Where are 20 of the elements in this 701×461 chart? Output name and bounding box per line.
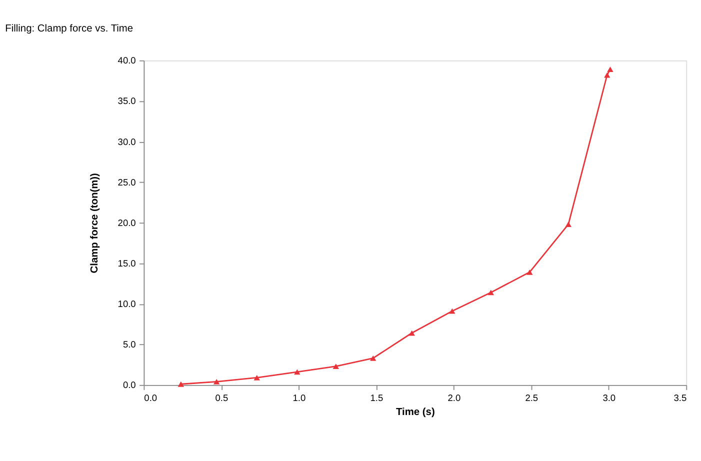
- chart-title: Filling: Clamp force vs. Time: [5, 24, 134, 35]
- y-tick-label: 20.0: [118, 218, 136, 228]
- x-tick-label: 3.5: [674, 393, 687, 404]
- x-axis-title: Time (s): [396, 407, 435, 418]
- y-axis-title: Clamp force (ton(m)): [89, 173, 100, 274]
- x-tick-label: 1.0: [292, 393, 306, 404]
- y-tick-label: 25.0: [118, 177, 136, 188]
- x-tick-label: 2.0: [448, 393, 461, 404]
- y-tick-label: 30.0: [118, 136, 136, 147]
- y-tick-label: 0.0: [122, 380, 136, 390]
- x-tick-label: 0.0: [144, 393, 158, 404]
- x-tick-label: 0.5: [215, 393, 228, 404]
- y-tick-label: 10.0: [118, 299, 136, 310]
- y-tick-label: 35.0: [118, 96, 136, 106]
- x-tick-label: 2.5: [525, 393, 538, 404]
- y-tick-label: 5.0: [122, 340, 136, 350]
- y-tick-label: 15.0: [118, 258, 136, 268]
- x-tick-label: 1.5: [370, 393, 384, 404]
- x-tick-label: 3.0: [602, 393, 616, 404]
- y-tick-label: 40.0: [118, 56, 136, 66]
